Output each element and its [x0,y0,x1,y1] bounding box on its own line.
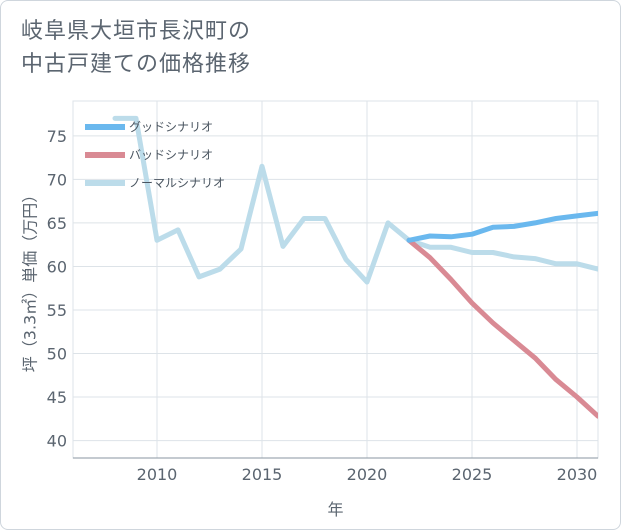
y-axis-label: 坪（3.3㎡）単価（万円） [21,187,40,372]
series-line-0 [406,210,598,243]
legend-label: ノーマルシナリオ [129,176,225,190]
y-tick-label: 40 [47,432,67,451]
y-tick-label: 45 [47,388,67,407]
y-tick-label: 50 [47,345,67,364]
y-tick-label: 75 [47,127,67,146]
legend-label: グッドシナリオ [129,120,213,134]
x-tick-labels: 2010 2015 2020 2025 2030 [137,465,598,484]
x-tick-label: 2030 [557,465,598,484]
y-tick-label: 55 [47,301,67,320]
x-tick-label: 2015 [242,465,283,484]
x-axis-label: 年 [327,500,343,519]
grid-lines [72,100,599,459]
y-tick-labels: 40 45 50 55 60 65 70 75 [47,127,67,451]
legend-label: バッドシナリオ [129,148,213,162]
x-tick-label: 2010 [137,465,178,484]
x-tick-label: 2025 [452,465,493,484]
chart-title: 岐阜県大垣市長沢町の 中古戸建ての価格推移 [21,15,251,81]
x-tick-label: 2020 [347,465,388,484]
series-line-2 [112,115,598,285]
chart-title-line-2: 中古戸建ての価格推移 [21,52,252,77]
y-tick-label: 65 [47,214,67,233]
y-tick-label: 70 [47,170,67,189]
series-lines [112,115,598,419]
chart-title-line-1: 岐阜県大垣市長沢町の [21,19,252,44]
series-line-1 [406,237,598,419]
y-tick-label: 60 [47,257,67,276]
